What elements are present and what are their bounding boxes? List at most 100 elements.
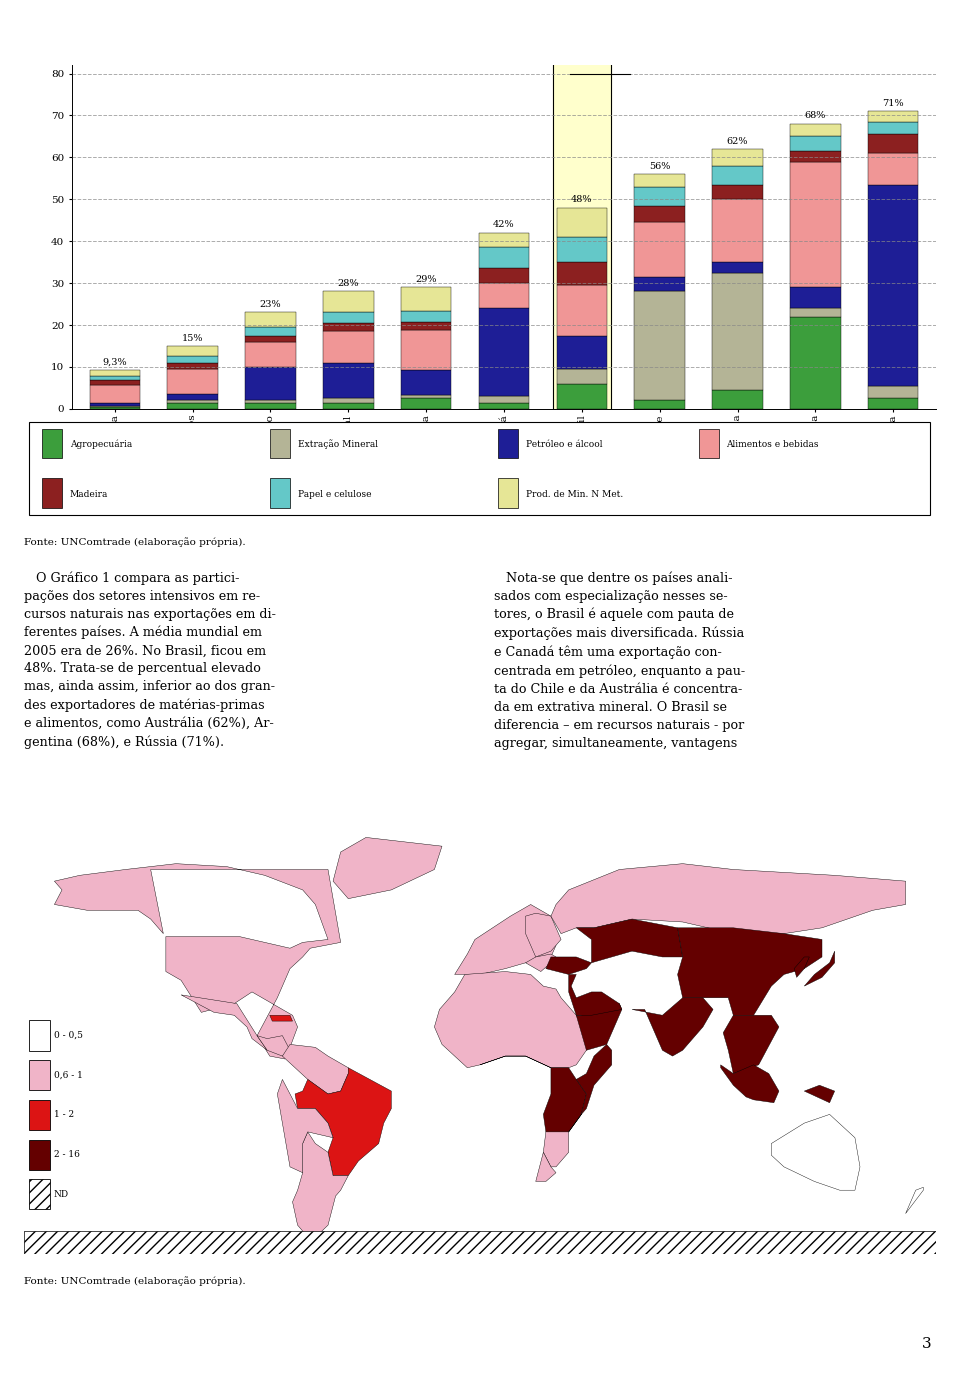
Bar: [89, 384, 140, 403]
Bar: [89, 403, 140, 406]
Text: Alimentos e bebidas: Alimentos e bebidas: [726, 439, 819, 449]
Bar: [498, 428, 518, 459]
Bar: [89, 406, 140, 409]
Polygon shape: [678, 927, 822, 1016]
Polygon shape: [333, 837, 442, 898]
Polygon shape: [282, 1045, 348, 1094]
Bar: [29, 1100, 50, 1130]
Bar: [323, 398, 373, 402]
Polygon shape: [721, 1064, 779, 1103]
Bar: [245, 402, 296, 409]
Bar: [790, 316, 841, 409]
Bar: [29, 1179, 50, 1210]
Text: 48%: 48%: [571, 195, 592, 204]
Text: Agropecuária: Agropecuária: [69, 439, 132, 449]
Polygon shape: [804, 1085, 834, 1103]
Polygon shape: [576, 1003, 622, 1051]
Text: 56%: 56%: [649, 162, 670, 170]
Text: O Gráfico 1 compara as partici-
pações dos setores intensivos em re-
cursos natu: O Gráfico 1 compara as partici- pações d…: [24, 571, 276, 748]
Bar: [712, 166, 763, 184]
Polygon shape: [257, 1035, 290, 1056]
Bar: [790, 136, 841, 151]
Bar: [323, 363, 373, 398]
Bar: [42, 428, 62, 459]
Bar: [401, 312, 451, 322]
Bar: [479, 402, 529, 409]
Text: 68%: 68%: [804, 111, 826, 121]
Polygon shape: [181, 995, 267, 1051]
Polygon shape: [434, 972, 594, 1067]
Polygon shape: [295, 1067, 392, 1175]
Text: Nota-se que dentre os países anali-
sados com especialização nesses se-
tores, o: Nota-se que dentre os países anali- sado…: [494, 571, 746, 750]
Bar: [167, 346, 218, 356]
Polygon shape: [771, 1114, 860, 1191]
Text: Madeira: Madeira: [69, 489, 108, 499]
Bar: [635, 175, 685, 187]
Bar: [635, 401, 685, 409]
Bar: [89, 380, 140, 384]
Polygon shape: [526, 913, 561, 956]
Bar: [635, 291, 685, 401]
Bar: [712, 200, 763, 262]
Bar: [42, 478, 62, 509]
Bar: [635, 205, 685, 222]
Bar: [29, 1020, 50, 1051]
Bar: [557, 262, 607, 286]
Bar: [245, 335, 296, 342]
Text: Petróleo e álcool: Petróleo e álcool: [526, 439, 602, 449]
Bar: [553, 65, 611, 409]
Bar: [712, 262, 763, 273]
Polygon shape: [804, 951, 834, 985]
Bar: [498, 478, 518, 509]
Text: 71%: 71%: [882, 98, 904, 108]
Bar: [868, 134, 919, 154]
Bar: [323, 331, 373, 363]
Polygon shape: [632, 998, 713, 1056]
Bar: [271, 428, 290, 459]
Text: 9,3%: 9,3%: [103, 358, 127, 366]
Bar: [323, 312, 373, 323]
Bar: [635, 277, 685, 291]
Bar: [401, 398, 451, 409]
Bar: [167, 356, 218, 363]
Bar: [323, 291, 373, 312]
Text: Mapa 2: Especialização em Trabalho - 2005: Mapa 2: Especialização em Trabalho - 200…: [33, 802, 338, 816]
Bar: [557, 237, 607, 262]
Text: Papel e celulose: Papel e celulose: [298, 489, 372, 499]
Bar: [245, 367, 296, 401]
Bar: [699, 428, 719, 459]
Text: 2 - 16: 2 - 16: [54, 1150, 80, 1159]
Polygon shape: [568, 1045, 612, 1132]
Bar: [167, 363, 218, 369]
Bar: [790, 308, 841, 316]
Bar: [479, 248, 529, 269]
Polygon shape: [55, 863, 341, 1059]
Bar: [868, 184, 919, 385]
FancyBboxPatch shape: [29, 421, 929, 516]
Bar: [557, 208, 607, 237]
Polygon shape: [455, 905, 556, 974]
Bar: [29, 1060, 50, 1091]
Bar: [557, 384, 607, 409]
Bar: [557, 335, 607, 369]
Text: 29%: 29%: [416, 274, 437, 284]
Bar: [712, 184, 763, 200]
Bar: [401, 287, 451, 312]
Text: 3: 3: [922, 1337, 931, 1351]
Bar: [790, 151, 841, 162]
Bar: [89, 376, 140, 380]
Text: 15%: 15%: [181, 334, 204, 342]
Bar: [479, 283, 529, 308]
Polygon shape: [270, 1016, 293, 1021]
Text: 28%: 28%: [338, 279, 359, 288]
Text: 42%: 42%: [493, 220, 515, 230]
Bar: [323, 323, 373, 331]
Bar: [479, 233, 529, 248]
Text: 1 - 2: 1 - 2: [54, 1110, 74, 1120]
Bar: [712, 389, 763, 409]
Bar: [635, 222, 685, 277]
Bar: [401, 330, 451, 370]
Bar: [401, 322, 451, 330]
Bar: [868, 154, 919, 184]
Text: 0,6 - 1: 0,6 - 1: [54, 1071, 83, 1080]
